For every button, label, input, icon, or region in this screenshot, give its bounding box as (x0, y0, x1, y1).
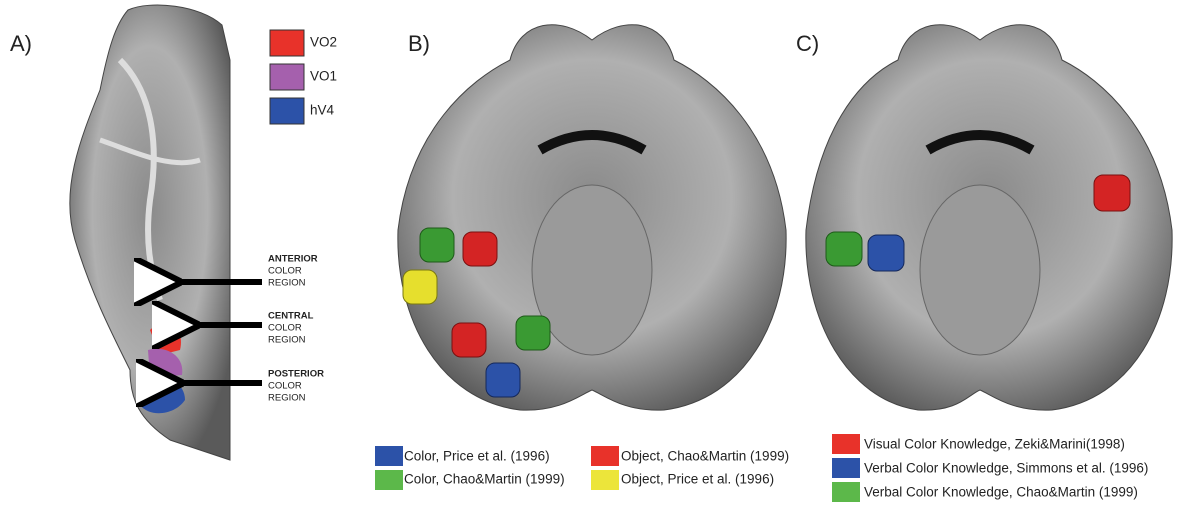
legend-label: Visual Color Knowledge, Zeki&Marini(1998… (864, 437, 1125, 452)
legend-label: Object, Price et al. (1996) (621, 472, 774, 487)
legend-label: Color, Chao&Martin (1999) (404, 472, 565, 487)
region-label: POSTERIOR (268, 369, 324, 380)
blob (463, 232, 497, 266)
region-label: COLOR (268, 381, 302, 392)
legend-label: hV4 (310, 103, 335, 118)
legend-swatch (375, 446, 403, 466)
blob (516, 316, 550, 350)
panel-label: B) (408, 31, 430, 56)
legend-swatch (591, 470, 619, 490)
legend-swatch (270, 64, 304, 90)
blob (403, 270, 437, 304)
region-label: REGION (268, 393, 306, 404)
legend-swatch (375, 470, 403, 490)
legend-swatch (270, 30, 304, 56)
legend-swatch (832, 482, 860, 502)
legend-label: Verbal Color Knowledge, Simmons et al. (… (864, 461, 1148, 476)
brain-sagittal (70, 5, 262, 460)
blob (452, 323, 486, 357)
panel-label: C) (796, 31, 819, 56)
legend-label: VO1 (310, 69, 337, 84)
region-label: REGION (268, 278, 306, 289)
blob (826, 232, 862, 266)
brain-axial (398, 25, 786, 410)
region-label: CENTRAL (268, 311, 314, 322)
blob (136, 271, 158, 293)
region-label: COLOR (268, 266, 302, 277)
figure: A) VO2 VO1 hV4 ANTERIOR COLOR REGION CEN… (0, 0, 1186, 505)
region-label: ANTERIOR (268, 254, 318, 265)
brain-axial (806, 25, 1172, 410)
legend-label: Color, Price et al. (1996) (404, 449, 550, 464)
region-label: COLOR (268, 323, 302, 334)
legend-label: Object, Chao&Martin (1999) (621, 449, 789, 464)
blob (1094, 175, 1130, 211)
blob (486, 363, 520, 397)
panel-label: A) (10, 31, 32, 56)
legend-label: Verbal Color Knowledge, Chao&Martin (199… (864, 485, 1138, 500)
blob (153, 313, 177, 337)
legend-label: VO2 (310, 35, 337, 50)
page: {"panels": ["A)", "B)", "C)"], "panel_a"… (0, 0, 1186, 505)
legend-swatch (832, 434, 860, 454)
blob (141, 373, 161, 393)
body: A) VO2 VO1 hV4 ANTERIOR COLOR REGION CEN… (0, 0, 1186, 505)
blob (868, 235, 904, 271)
legend-swatch (591, 446, 619, 466)
legend-swatch (270, 98, 304, 124)
blob (420, 228, 454, 262)
legend-swatch (832, 458, 860, 478)
region-label: REGION (268, 335, 306, 346)
